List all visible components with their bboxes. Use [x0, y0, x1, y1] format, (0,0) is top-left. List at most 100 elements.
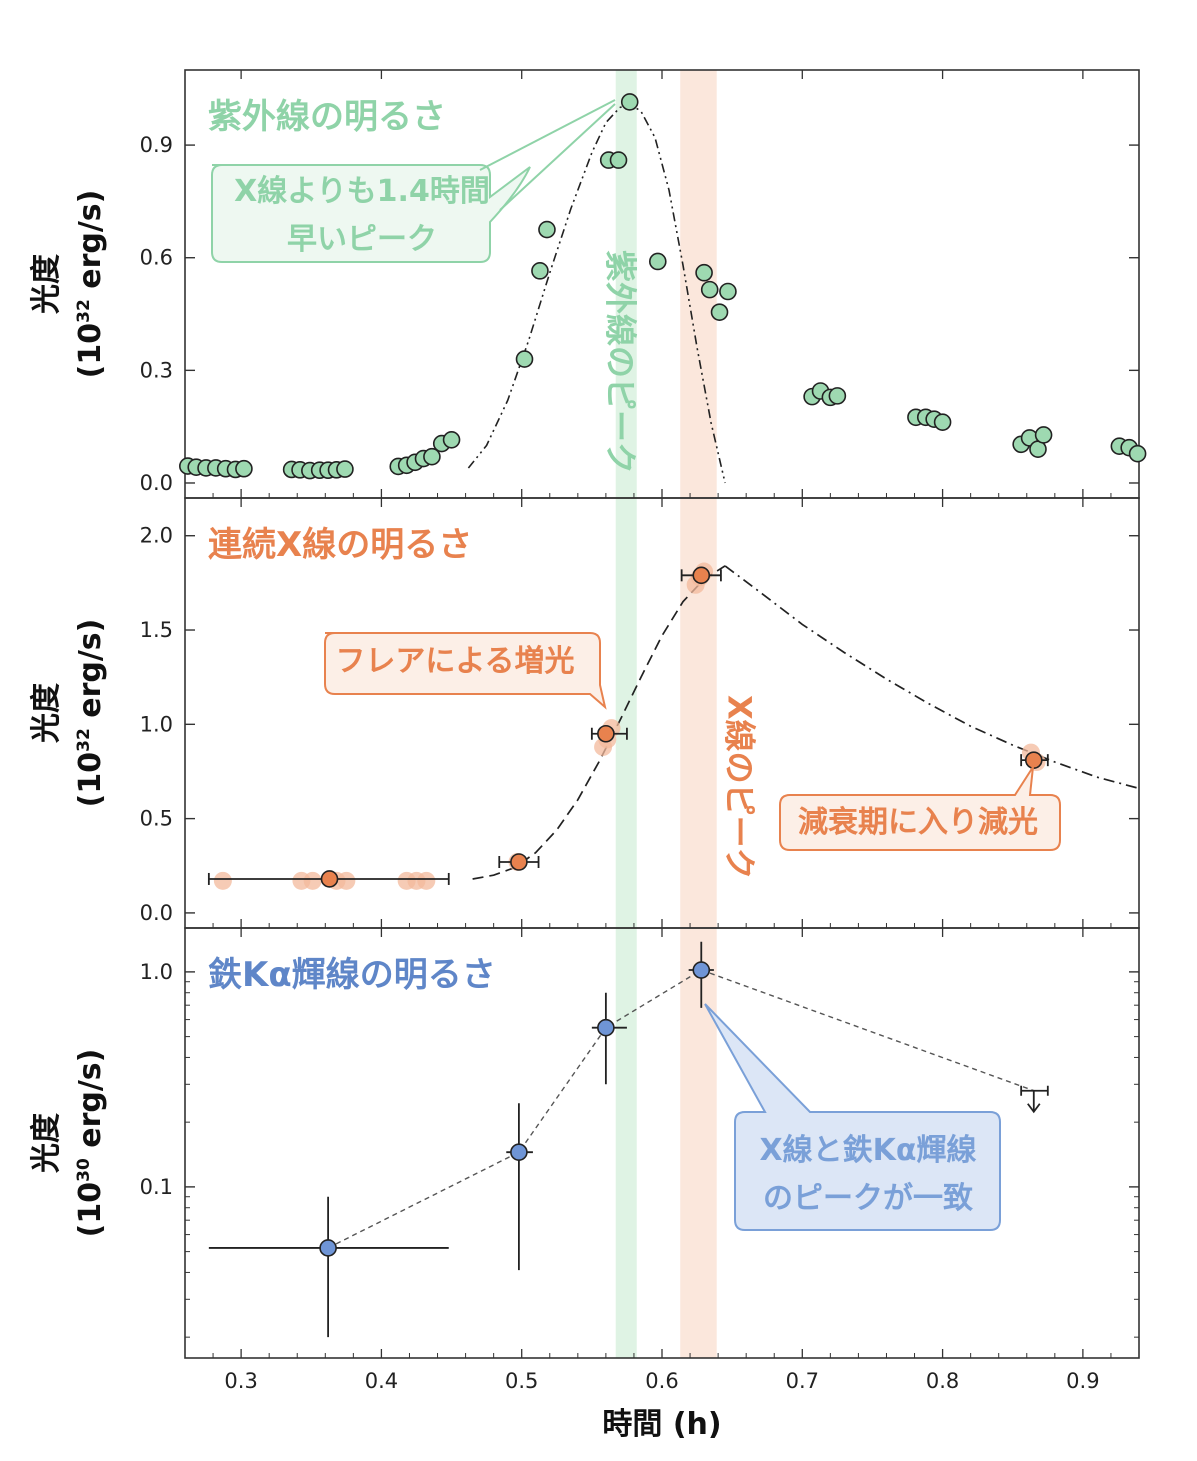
fe-y-label: 光度 (1030 erg/s) — [29, 1049, 108, 1238]
y-tick-label: 0.9 — [140, 133, 173, 157]
uv-y-label: 光度 (1032 erg/s) — [29, 190, 108, 379]
x-tick-label: 0.3 — [224, 1369, 257, 1393]
x-tick-label: 0.9 — [1066, 1369, 1099, 1393]
uv-peak-label: 紫外線のピーク — [602, 250, 640, 474]
xray-fit-decay — [724, 565, 1140, 790]
uv-panel: 0.00.30.60.9光度(1032 erg/s)紫外線の明るさX線よりも1.… — [29, 69, 1147, 499]
fe-title: 鉄Kα輝線の明るさ — [208, 955, 496, 995]
uv-data-point — [933, 413, 952, 431]
uv-callout-box — [211, 164, 531, 263]
uv-data-point — [423, 447, 441, 466]
uv-data-point — [442, 431, 461, 449]
y-label-line2: (1032 erg/s) — [73, 619, 108, 808]
y-tick-label: 0.0 — [140, 471, 173, 495]
y-label-line1: 光度 — [29, 1113, 64, 1173]
xray-title: 連続X線の明るさ — [208, 525, 472, 565]
uv-data-point — [719, 282, 737, 301]
fe-points — [208, 941, 714, 1338]
x-tick-label: 0.7 — [786, 1369, 819, 1393]
y-label-line1: 光度 — [29, 254, 64, 314]
uv-data-point — [828, 387, 847, 405]
uv-callout-pointer — [499, 103, 616, 211]
xray-halo-point — [417, 871, 436, 890]
uv-callout-pointer — [479, 99, 616, 171]
y-tick-label: 1.0 — [140, 960, 173, 984]
uv-callout-line2: 早いピーク — [287, 222, 437, 257]
uv-callout-line1: X線よりも1.4時間 — [234, 174, 490, 209]
fe-callout-line2: のピークが一致 — [763, 1181, 973, 1216]
y-label-base: (10 — [73, 323, 108, 378]
y-tick-label: 0.3 — [140, 358, 173, 382]
xray-halo-point — [337, 871, 356, 890]
uv-data-point — [336, 460, 354, 478]
y-tick-label: 0.6 — [140, 246, 173, 270]
y-label-unit: erg/s) — [73, 190, 108, 300]
xray-y-axis: 0.0 0.5 1.0 1.5 2.0 — [140, 524, 1139, 925]
y-tick-label: 0.5 — [140, 807, 173, 831]
y-label-exponent: 32 — [74, 299, 94, 323]
fe-callout-box — [704, 1003, 1001, 1231]
y-label-line2: (1032 erg/s) — [73, 190, 108, 379]
x-tick-label: 0.4 — [365, 1369, 398, 1393]
y-label-line2: (1030 erg/s) — [73, 1049, 108, 1238]
y-tick-label: 0.0 — [140, 901, 173, 925]
uv-data-point — [538, 220, 556, 239]
fe-upper-limit — [1020, 1085, 1049, 1114]
xray-data-point — [597, 724, 615, 743]
xray-peak-band — [680, 70, 717, 1358]
xray-data-point — [1024, 751, 1043, 769]
uv-data-point — [235, 459, 253, 478]
fe-y-axis: 0.1 1.0 — [140, 960, 1139, 1338]
uv-data-point — [1034, 426, 1053, 444]
xray-data-point — [692, 566, 711, 585]
y-label-unit: erg/s) — [73, 1049, 108, 1159]
uv-data-point — [620, 93, 639, 111]
x-axis: 0.3 0.4 0.5 0.6 0.7 0.8 0.9 時間 (h) — [224, 1369, 1099, 1442]
fe-callout-line1: X線と鉄Kα輝線 — [760, 1133, 977, 1168]
fe-panel: 0.1 1.0 光度 (1030 erg/s) 鉄Kα輝線の明るさ X線と鉄Kα輝線のピー… — [29, 927, 1140, 1359]
flare-callout-box — [324, 632, 607, 710]
uv-data-point — [515, 350, 534, 368]
y-label-base: (10 — [73, 1182, 108, 1237]
decay-callout-box — [779, 766, 1061, 851]
xray-data-point — [510, 853, 528, 871]
y-tick-label: 1.5 — [140, 618, 173, 642]
uv-fit-curve — [467, 102, 726, 484]
decay-callout: 減衰期に入り減光 — [779, 766, 1061, 851]
xray-halo-point — [303, 871, 322, 890]
y-label-unit: erg/s) — [73, 619, 108, 729]
fe-data-point — [692, 961, 711, 979]
xray-halo-point — [213, 871, 232, 890]
x-axis-label: 時間 (h) — [602, 1407, 721, 1442]
uv-points — [179, 93, 1147, 480]
xray-y-label: 光度 (1032 erg/s) — [29, 619, 108, 808]
xray-peak-label: X線のピーク — [721, 695, 759, 880]
uv-data-point — [710, 303, 729, 321]
decay-callout-text: 減衰期に入り減光 — [798, 805, 1038, 840]
y-label-exponent: 32 — [74, 728, 94, 752]
x-tick-label: 0.8 — [926, 1369, 959, 1393]
x-tick-label: 0.6 — [645, 1369, 678, 1393]
xray-data-point — [320, 870, 339, 888]
uv-data-point — [609, 151, 628, 169]
uv-peak-band — [615, 70, 637, 1358]
uv-title: 紫外線の明るさ — [208, 97, 446, 137]
y-label-base: (10 — [73, 752, 108, 807]
xray-points — [207, 566, 1049, 888]
y-tick-label: 0.1 — [140, 1175, 173, 1199]
fe-connect-line — [327, 969, 1035, 1249]
uv-data-point — [648, 252, 667, 271]
fe-data-point — [510, 1143, 528, 1161]
fe-upper-limit-arrow-icon — [1027, 1103, 1041, 1114]
uv-data-point — [700, 280, 719, 299]
uv-data-point — [1128, 444, 1147, 463]
fe-data-point — [319, 1239, 337, 1257]
uv-data-point — [531, 262, 549, 280]
flare-callout: フレアによる増光 — [324, 632, 607, 710]
y-label-exponent: 30 — [74, 1158, 94, 1182]
fe-data-point — [597, 1018, 615, 1037]
uv-y-axis: 0.0 0.3 0.6 0.9 — [140, 133, 1139, 495]
